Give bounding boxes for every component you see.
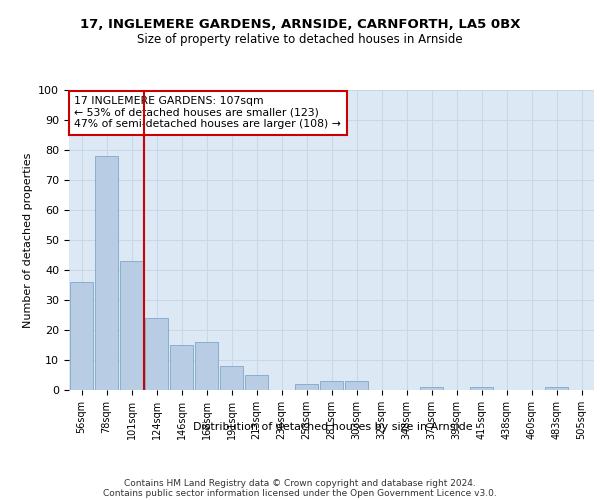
- Bar: [545, 387, 568, 390]
- Y-axis label: Number of detached properties: Number of detached properties: [23, 152, 33, 328]
- Text: Distribution of detached houses by size in Arnside: Distribution of detached houses by size …: [193, 422, 473, 432]
- Bar: [345, 381, 368, 390]
- Text: Size of property relative to detached houses in Arnside: Size of property relative to detached ho…: [137, 32, 463, 46]
- Bar: [295, 384, 318, 390]
- Bar: [70, 282, 93, 390]
- Bar: [170, 345, 193, 390]
- Text: Contains public sector information licensed under the Open Government Licence v3: Contains public sector information licen…: [103, 488, 497, 498]
- Bar: [95, 156, 118, 390]
- Bar: [420, 387, 443, 390]
- Bar: [320, 381, 343, 390]
- Text: Contains HM Land Registry data © Crown copyright and database right 2024.: Contains HM Land Registry data © Crown c…: [124, 478, 476, 488]
- Bar: [195, 342, 218, 390]
- Bar: [245, 375, 268, 390]
- Bar: [220, 366, 243, 390]
- Bar: [470, 387, 493, 390]
- Bar: [145, 318, 168, 390]
- Text: 17 INGLEMERE GARDENS: 107sqm
← 53% of detached houses are smaller (123)
47% of s: 17 INGLEMERE GARDENS: 107sqm ← 53% of de…: [74, 96, 341, 129]
- Text: 17, INGLEMERE GARDENS, ARNSIDE, CARNFORTH, LA5 0BX: 17, INGLEMERE GARDENS, ARNSIDE, CARNFORT…: [80, 18, 520, 30]
- Bar: [120, 261, 143, 390]
